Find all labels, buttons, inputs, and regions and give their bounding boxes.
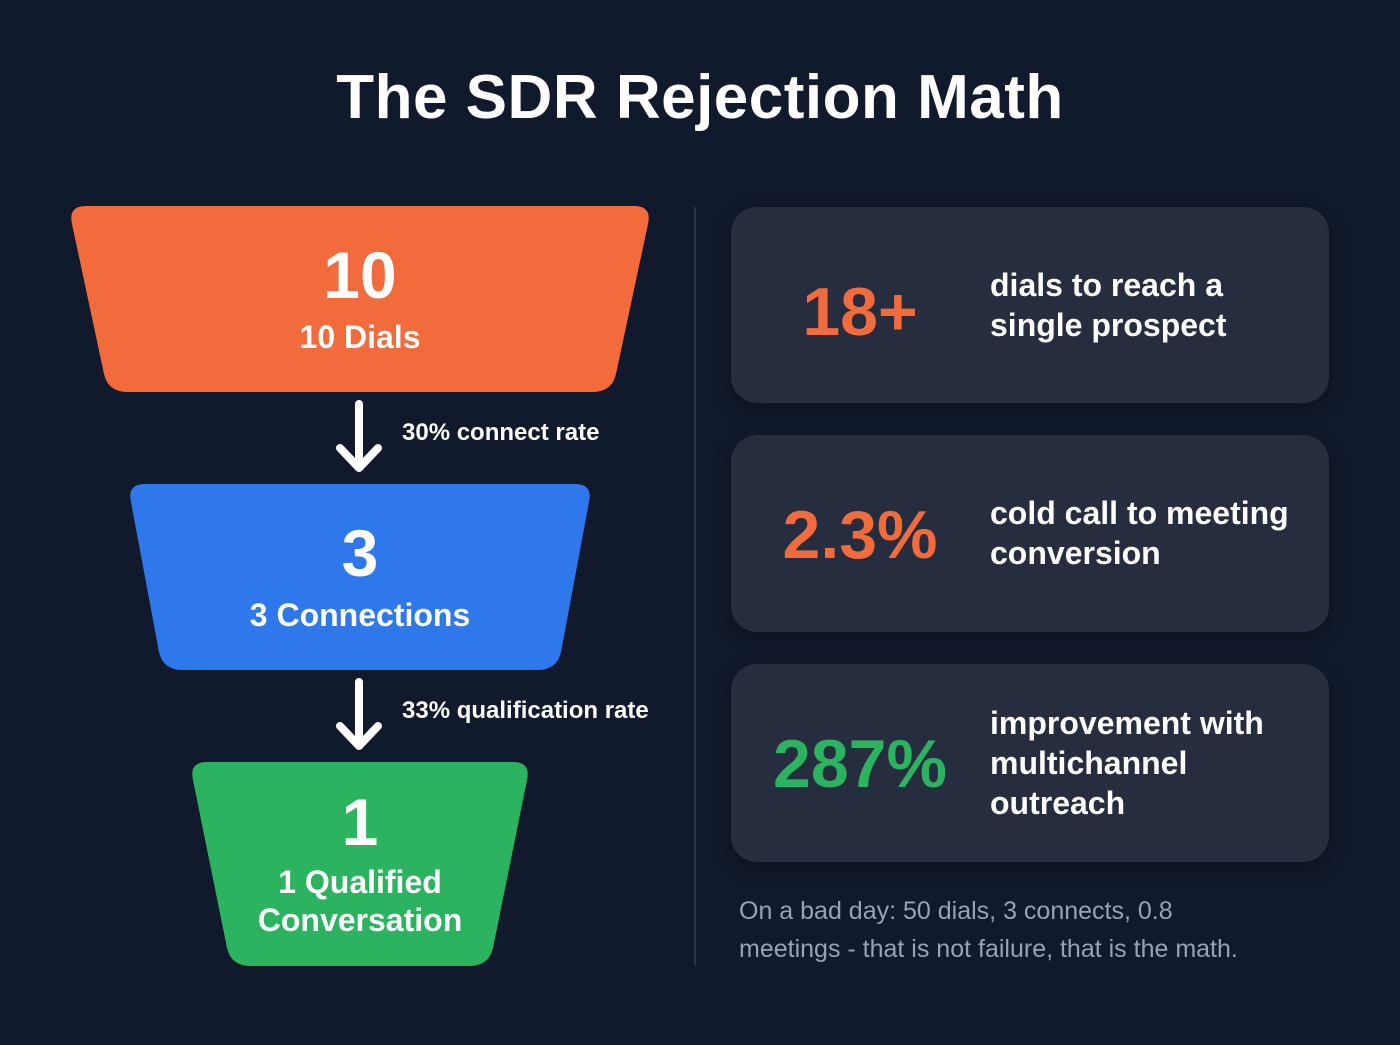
arrow-down-icon [336, 678, 382, 750]
stage-number: 10 [323, 237, 397, 312]
stat-description-line: multichannel [990, 745, 1188, 781]
qualification-rate-label: 33% qualification rate [402, 697, 649, 724]
stat-description-line: outreach [990, 785, 1126, 821]
stat-card-multichannel: 287% improvement with multichannel outre… [731, 664, 1329, 862]
stat-description: cold call to meeting conversion [990, 493, 1289, 573]
stat-value: 2.3% [782, 497, 938, 573]
stage-label-line: 1 Qualified [278, 863, 442, 900]
stage-number: 1 [341, 784, 379, 859]
stat-card-dials: 18+ dials to reach a single prospect [731, 207, 1329, 403]
stat-description-line: improvement with [990, 705, 1264, 741]
stage-label-line: Conversation [257, 902, 463, 938]
footnote-line: meetings - that is not failure, that is … [739, 935, 1238, 963]
stage-label: 1 Qualified Conversation [258, 863, 462, 940]
trapezoid-shape [71, 206, 649, 392]
footnote-line: On a bad day: 50 dials, 3 connects, 0.8 [739, 897, 1173, 925]
stage-label: 10 Dials [299, 318, 421, 355]
stage-number: 3 [341, 515, 379, 590]
stat-description: improvement with multichannel outreach [990, 703, 1264, 823]
connect-rate-label: 30% connect rate [402, 419, 600, 446]
stage-label: 3 Connections [249, 596, 471, 633]
stat-value: 18+ [802, 274, 918, 350]
stat-card-conversion: 2.3% cold call to meeting conversion [731, 435, 1329, 632]
funnel-stage-qualified: 1 1 Qualified Conversation [191, 762, 529, 966]
stat-value: 287% [773, 726, 947, 802]
stat-description-line: cold call to meeting [990, 495, 1289, 531]
stat-description-line: single prospect [990, 307, 1227, 343]
trapezoid-shape [192, 762, 528, 966]
page-title: The SDR Rejection Math [336, 63, 1064, 132]
funnel-stage-connections: 3 3 Connections [129, 484, 591, 670]
stat-description: dials to reach a single prospect [990, 265, 1227, 345]
stat-description-line: dials to reach a [990, 267, 1223, 303]
stat-description-line: conversion [990, 535, 1161, 571]
trapezoid-shape [130, 484, 590, 670]
arrow-down-icon [336, 400, 382, 472]
footnote: On a bad day: 50 dials, 3 connects, 0.8 … [739, 892, 1339, 968]
vertical-divider [694, 207, 696, 965]
funnel-stage-dials: 10 10 Dials [70, 206, 650, 392]
